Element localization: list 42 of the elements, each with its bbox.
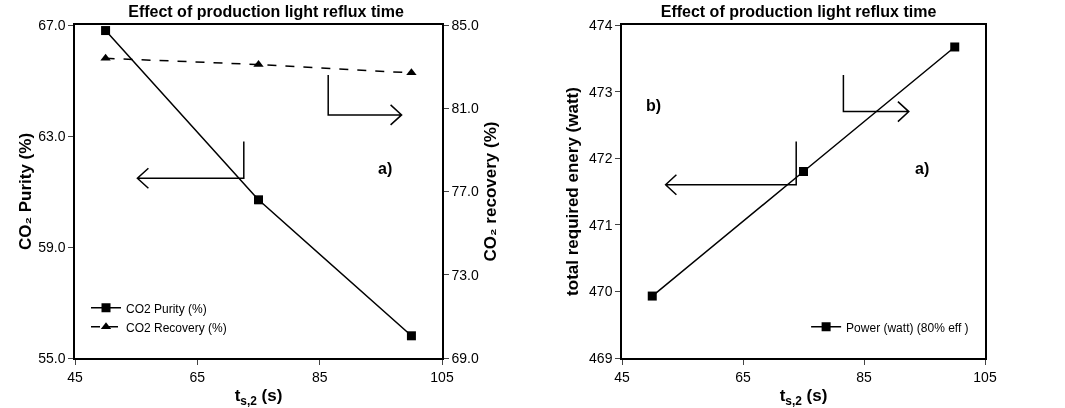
- x-tick-label: 105: [973, 368, 997, 385]
- y-tick-label: 469: [589, 349, 613, 366]
- y2-tick-label: 85.0: [451, 16, 480, 33]
- point: [254, 195, 263, 205]
- y2-tick-label: 81.0: [451, 100, 480, 117]
- legend-label: CO2 Purity (%): [126, 301, 207, 316]
- annotation: b): [646, 97, 662, 114]
- y2-tick-label: 73.0: [451, 266, 480, 283]
- chart-title: Effect of production light reflux time: [660, 3, 937, 21]
- x-axis-title: t$_{s,2}$ (s): [779, 386, 828, 408]
- x-tick-label: 85: [311, 368, 328, 385]
- y-tick-label: 474: [589, 16, 613, 33]
- y-tick-label: 55.0: [38, 349, 66, 366]
- y-tick-label: 59.0: [38, 238, 66, 255]
- point: [799, 167, 808, 177]
- x-tick-label: 45: [614, 368, 630, 385]
- y-tick-label: 471: [589, 216, 613, 233]
- y-axis-title: CO₂ Purity (%): [15, 132, 35, 251]
- y-tick-label: 67.0: [38, 16, 66, 33]
- x-axis-title: t$_{s,2}$ (s): [234, 386, 283, 408]
- point: [950, 42, 960, 52]
- legend-label: CO2 Recovery (%): [126, 320, 227, 335]
- x-tick-label: 65: [735, 368, 751, 385]
- y-tick-label: 63.0: [38, 127, 66, 144]
- y-tick-label: 473: [589, 83, 613, 100]
- annotation: a): [378, 160, 393, 177]
- x-tick-label: 65: [189, 368, 206, 385]
- point: [406, 331, 416, 341]
- y2-tick-label: 69.0: [451, 349, 480, 366]
- y2-tick-label: 77.0: [451, 183, 480, 200]
- chart-title: Effect of production light reflux time: [128, 3, 404, 21]
- legend-label: Power (watt) (80% eff ): [846, 320, 969, 335]
- point: [647, 291, 657, 301]
- y-axis-title: total required enery (watt): [562, 87, 582, 296]
- x-tick-label: 85: [856, 368, 872, 385]
- y-tick-label: 472: [589, 150, 613, 167]
- annotation: a): [915, 160, 930, 177]
- point: [101, 26, 111, 36]
- x-tick-label: 105: [430, 368, 454, 385]
- y-tick-label: 470: [589, 283, 613, 300]
- y2-axis-title: CO₂ recovery (%): [481, 121, 501, 262]
- x-tick-label: 45: [67, 368, 83, 385]
